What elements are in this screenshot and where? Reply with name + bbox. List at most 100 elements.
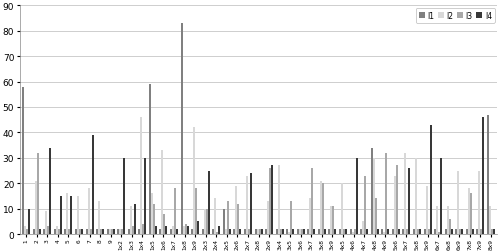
Bar bbox=[362, 222, 364, 234]
Bar bbox=[303, 229, 305, 234]
Bar bbox=[297, 229, 299, 234]
Bar bbox=[372, 158, 374, 234]
Bar bbox=[459, 229, 461, 234]
Bar bbox=[234, 229, 235, 234]
Bar bbox=[260, 229, 262, 234]
Bar bbox=[470, 194, 472, 234]
Bar bbox=[132, 227, 134, 234]
Bar bbox=[254, 229, 256, 234]
Bar bbox=[487, 115, 489, 234]
Bar bbox=[24, 227, 26, 234]
Bar bbox=[402, 229, 404, 234]
Bar bbox=[117, 229, 119, 234]
Bar bbox=[267, 201, 269, 234]
Bar bbox=[96, 229, 98, 234]
Bar bbox=[46, 211, 48, 234]
Bar bbox=[151, 194, 153, 234]
Bar bbox=[32, 229, 34, 234]
Bar bbox=[408, 168, 410, 234]
Bar bbox=[206, 209, 208, 234]
Bar bbox=[370, 148, 372, 234]
Bar bbox=[386, 153, 388, 234]
Bar bbox=[64, 229, 66, 234]
Bar bbox=[36, 153, 38, 234]
Bar bbox=[320, 181, 322, 234]
Bar bbox=[48, 227, 50, 234]
Bar bbox=[413, 229, 415, 234]
Bar bbox=[119, 229, 121, 234]
Bar bbox=[415, 158, 417, 234]
Bar bbox=[160, 229, 162, 234]
Bar bbox=[218, 227, 220, 234]
Bar bbox=[322, 183, 324, 234]
Bar bbox=[121, 229, 123, 234]
Bar bbox=[28, 209, 30, 234]
Bar bbox=[79, 229, 81, 234]
Bar bbox=[350, 229, 352, 234]
Bar bbox=[77, 196, 79, 234]
Bar bbox=[330, 206, 332, 234]
Bar bbox=[216, 232, 218, 234]
Bar bbox=[223, 209, 225, 234]
Bar bbox=[406, 229, 408, 234]
Bar bbox=[269, 168, 271, 234]
Bar bbox=[468, 188, 470, 234]
Bar bbox=[38, 229, 40, 234]
Bar bbox=[364, 176, 366, 234]
Bar bbox=[450, 229, 452, 234]
Bar bbox=[123, 158, 125, 234]
Bar bbox=[446, 206, 448, 234]
Bar bbox=[457, 171, 459, 234]
Bar bbox=[56, 227, 58, 234]
Bar bbox=[58, 229, 60, 234]
Bar bbox=[208, 171, 210, 234]
Bar bbox=[455, 229, 457, 234]
Bar bbox=[68, 229, 70, 234]
Bar bbox=[90, 229, 92, 234]
Bar bbox=[250, 173, 252, 234]
Bar bbox=[256, 229, 258, 234]
Bar bbox=[149, 85, 151, 234]
Bar bbox=[44, 229, 46, 234]
Bar bbox=[466, 229, 468, 234]
Bar bbox=[356, 158, 358, 234]
Bar bbox=[229, 229, 231, 234]
Bar bbox=[100, 229, 102, 234]
Bar bbox=[86, 229, 87, 234]
Bar bbox=[180, 24, 182, 234]
Bar bbox=[225, 229, 227, 234]
Bar bbox=[166, 227, 168, 234]
Bar bbox=[332, 206, 334, 234]
Bar bbox=[310, 199, 312, 234]
Bar bbox=[491, 229, 493, 234]
Bar bbox=[212, 229, 214, 234]
Bar bbox=[308, 229, 310, 234]
Bar bbox=[92, 135, 94, 234]
Bar bbox=[366, 229, 368, 234]
Bar bbox=[440, 158, 442, 234]
Bar bbox=[236, 186, 238, 234]
Bar bbox=[334, 229, 336, 234]
Bar bbox=[480, 229, 482, 234]
Bar bbox=[430, 125, 432, 234]
Bar bbox=[193, 128, 195, 234]
Bar bbox=[324, 229, 326, 234]
Bar bbox=[98, 201, 100, 234]
Bar bbox=[170, 229, 172, 234]
Bar bbox=[388, 229, 390, 234]
Bar bbox=[75, 229, 77, 234]
Bar bbox=[138, 229, 140, 234]
Bar bbox=[384, 232, 386, 234]
Bar bbox=[444, 229, 446, 234]
Bar bbox=[392, 229, 394, 234]
Bar bbox=[176, 229, 178, 234]
Bar bbox=[343, 229, 345, 234]
Bar bbox=[202, 229, 203, 234]
Bar bbox=[182, 227, 184, 234]
Bar bbox=[376, 229, 378, 234]
Bar bbox=[341, 183, 343, 234]
Bar bbox=[434, 229, 436, 234]
Bar bbox=[227, 201, 229, 234]
Bar bbox=[258, 229, 260, 234]
Bar bbox=[70, 196, 72, 234]
